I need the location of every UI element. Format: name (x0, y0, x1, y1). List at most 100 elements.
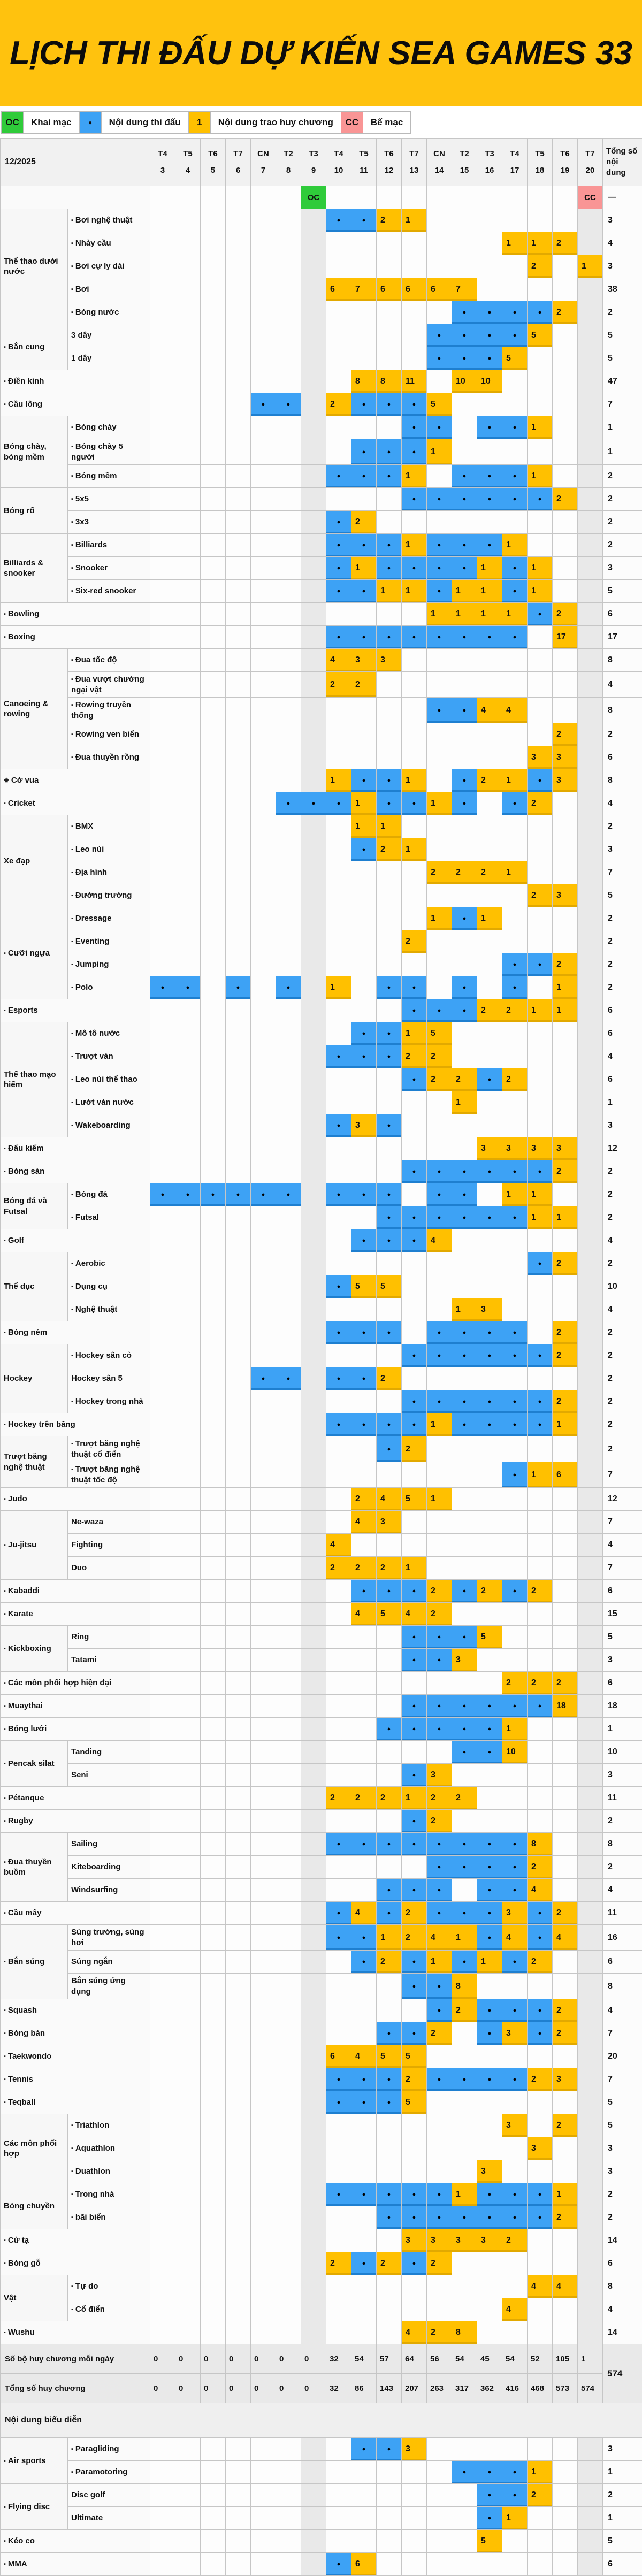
empty-cell (528, 347, 553, 370)
compete-cell: ● (326, 626, 351, 649)
empty-cell (251, 557, 276, 580)
medal-cell: 2 (502, 1068, 528, 1091)
row-total: 2 (603, 1810, 642, 1833)
empty-cell (226, 1298, 251, 1321)
empty-cell (226, 2553, 251, 2576)
Jumping-icon: ▪ (71, 961, 73, 968)
empty-cell (150, 1856, 175, 1879)
empty-cell (477, 672, 502, 698)
compete-cell: ● (351, 209, 377, 232)
empty-cell (578, 557, 603, 580)
Polo-icon: ▪ (71, 984, 73, 991)
empty-cell (578, 1298, 603, 1321)
empty-cell (528, 723, 553, 746)
empty-cell (351, 1856, 377, 1879)
compete-cell: ● (427, 580, 452, 603)
empty-cell (477, 2137, 502, 2160)
summary-value: 0 (301, 2374, 326, 2403)
empty-cell (502, 1557, 528, 1580)
empty-cell (477, 439, 502, 465)
Bóng chày-icon: ▪ (71, 424, 73, 431)
empty-cell (326, 1718, 351, 1741)
compete-cell: ● (427, 1206, 452, 1229)
compete-cell: ● (502, 1344, 528, 1367)
empty-cell (276, 626, 301, 649)
empty-cell (452, 209, 477, 232)
empty-cell (150, 1137, 175, 1160)
medal-cell: 2 (553, 603, 578, 626)
sport-group: ▪Air sports (1, 2438, 68, 2484)
summary-value: 0 (251, 2344, 276, 2374)
empty-cell (402, 907, 427, 930)
empty-cell (175, 1252, 201, 1275)
Địa hình-icon: ▪ (71, 869, 73, 876)
compete-cell: ● (477, 1068, 502, 1091)
empty-cell (251, 2553, 276, 2576)
empty-cell (150, 2530, 175, 2553)
compete-cell: ● (326, 580, 351, 603)
empty-cell (201, 1114, 226, 1137)
empty-cell (452, 1367, 477, 1390)
empty-cell (150, 1206, 175, 1229)
empty-cell (528, 2507, 553, 2530)
empty-cell (150, 1649, 175, 1672)
day-date: 12 (377, 166, 401, 175)
MMA-icon: ▪ (4, 2560, 6, 2568)
empty-cell (452, 1810, 477, 1833)
empty-cell (578, 1534, 603, 1557)
empty-cell (150, 1022, 175, 1045)
medal-cell: 4 (502, 698, 528, 723)
compete-cell: ● (402, 393, 427, 416)
empty-cell (427, 301, 452, 324)
row-total: 20 (603, 2045, 642, 2068)
compete-cell: ● (351, 769, 377, 792)
empty-cell (578, 907, 603, 930)
event-name: ▪Cổ điển (68, 2298, 150, 2321)
empty-cell (201, 488, 226, 511)
empty-cell (175, 232, 201, 255)
empty-cell (226, 439, 251, 465)
Golf-icon: ▪ (4, 1237, 6, 1244)
row-total: 8 (603, 649, 642, 672)
medal-cell: 2 (502, 2229, 528, 2252)
empty-cell (452, 1557, 477, 1580)
empty-cell (150, 1974, 175, 1999)
empty-cell (301, 2183, 326, 2206)
empty-cell (377, 1068, 402, 1091)
empty-cell (226, 534, 251, 557)
empty-cell (578, 2553, 603, 2576)
event-name: ▪Bóng mềm (68, 465, 150, 488)
empty-cell (175, 2068, 201, 2091)
empty-cell (201, 439, 226, 465)
summary-value: 468 (528, 2374, 553, 2403)
empty-cell (553, 2229, 578, 2252)
sport-name: ▪Điền kinh (1, 370, 150, 393)
empty-cell (251, 534, 276, 557)
empty-cell (477, 1436, 502, 1462)
empty-cell (477, 2114, 502, 2137)
empty-cell (528, 698, 553, 723)
empty-cell (276, 255, 301, 278)
empty-cell (351, 1718, 377, 1741)
empty-cell (276, 416, 301, 439)
empty-cell (276, 953, 301, 976)
empty-cell (528, 2229, 553, 2252)
empty-cell (276, 1603, 301, 1626)
row-total: 2 (603, 1390, 642, 1413)
compete-cell: ● (326, 511, 351, 534)
medal-cell: 10 (452, 370, 477, 393)
empty-cell (150, 2183, 175, 2206)
empty-cell (150, 1833, 175, 1856)
medal-cell: 6 (326, 278, 351, 301)
empty-cell (377, 2137, 402, 2160)
compete-cell: ● (427, 416, 452, 439)
compete-cell: ● (402, 2183, 427, 2206)
empty-cell (326, 370, 351, 393)
compete-cell: ● (502, 1833, 528, 1856)
empty-cell (251, 439, 276, 465)
